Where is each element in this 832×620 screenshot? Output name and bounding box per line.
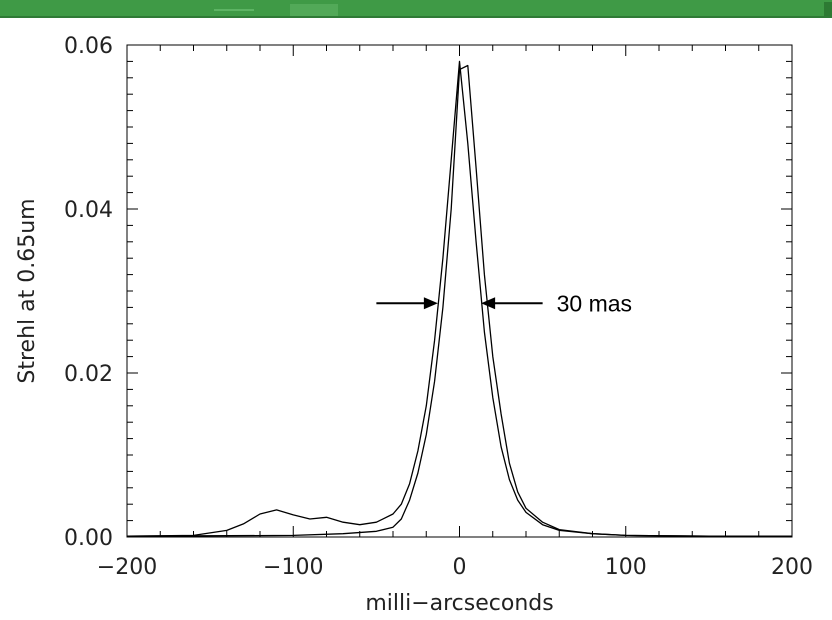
x-tick-label: −100 [263,555,323,580]
x-tick-label: 100 [605,555,647,580]
series-1-line [126,60,792,537]
series-layer [126,60,792,537]
y-tick-label: 0.02 [64,362,113,387]
fwhm-label: 30 mas [557,290,632,316]
top-banner [0,0,832,16]
y-tick-label: 0.00 [64,526,113,551]
x-tick-label: 0 [453,555,467,580]
fwhm-arrow-right-head [481,297,496,310]
top-banner-edge [0,16,832,18]
x-tick-label: −200 [97,555,157,580]
banner-decoration [824,2,832,16]
x-tick-label: 200 [771,555,813,580]
tick-labels: −200 −100 0 100 200 0.00 0.02 0.04 0.06 [64,34,813,580]
fwhm-arrow-left-head [423,297,438,310]
y-tick-label: 0.06 [64,34,113,59]
y-tick-label: 0.04 [64,198,113,223]
y-axis-title: Strehl at 0.65um [15,198,40,383]
plot-frame [126,44,793,538]
x-axis-title: milli−arcseconds [365,591,553,616]
axis-ticks [126,44,793,538]
banner-decoration [214,9,254,11]
banner-decoration [290,4,338,16]
series-2-line [126,64,792,537]
annotation-layer: 30 mas [376,290,632,316]
